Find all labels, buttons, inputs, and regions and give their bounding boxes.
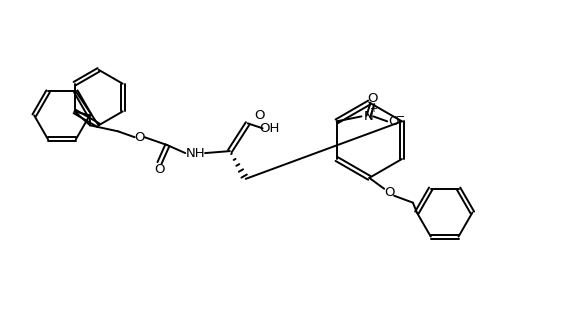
Text: O: O	[384, 186, 394, 199]
Text: +: +	[369, 104, 377, 114]
Text: NH: NH	[185, 147, 205, 160]
Text: O: O	[367, 92, 378, 105]
Text: O: O	[254, 109, 265, 122]
Text: O: O	[388, 115, 398, 128]
Text: OH: OH	[259, 122, 280, 135]
Text: O: O	[154, 163, 165, 176]
Text: O: O	[134, 131, 145, 144]
Text: −: −	[395, 112, 405, 123]
Text: N: N	[363, 110, 373, 123]
